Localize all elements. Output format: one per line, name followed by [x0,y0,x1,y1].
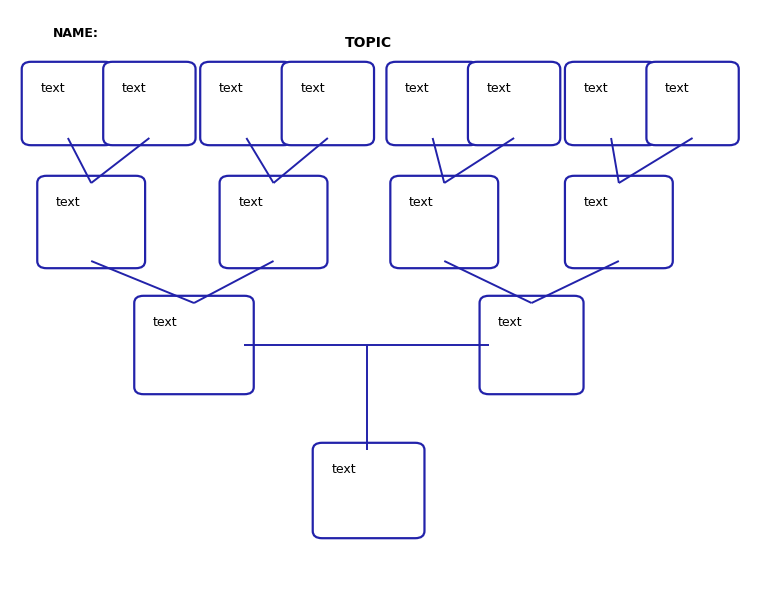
Text: text: text [122,82,147,95]
FancyBboxPatch shape [390,176,498,268]
FancyBboxPatch shape [386,62,479,145]
Text: text: text [665,82,690,95]
FancyBboxPatch shape [313,443,424,538]
FancyBboxPatch shape [134,296,254,394]
Text: text: text [238,196,263,209]
FancyBboxPatch shape [220,176,327,268]
Text: text: text [300,82,325,95]
FancyBboxPatch shape [480,296,584,394]
Text: TOPIC: TOPIC [345,36,392,50]
FancyBboxPatch shape [468,62,560,145]
Text: text: text [40,82,65,95]
Text: NAME:: NAME: [53,27,99,40]
Text: text: text [409,196,434,209]
Text: text: text [56,196,81,209]
Text: text: text [584,82,608,95]
Text: text: text [487,82,511,95]
FancyBboxPatch shape [565,62,657,145]
FancyBboxPatch shape [200,62,293,145]
FancyBboxPatch shape [282,62,374,145]
FancyBboxPatch shape [565,176,673,268]
Text: text: text [153,316,178,329]
Text: text: text [498,316,523,329]
FancyBboxPatch shape [646,62,739,145]
Text: text: text [331,463,356,476]
Text: text: text [405,82,430,95]
FancyBboxPatch shape [37,176,145,268]
FancyBboxPatch shape [22,62,114,145]
FancyBboxPatch shape [103,62,196,145]
Text: text: text [584,196,608,209]
Text: text: text [219,82,244,95]
